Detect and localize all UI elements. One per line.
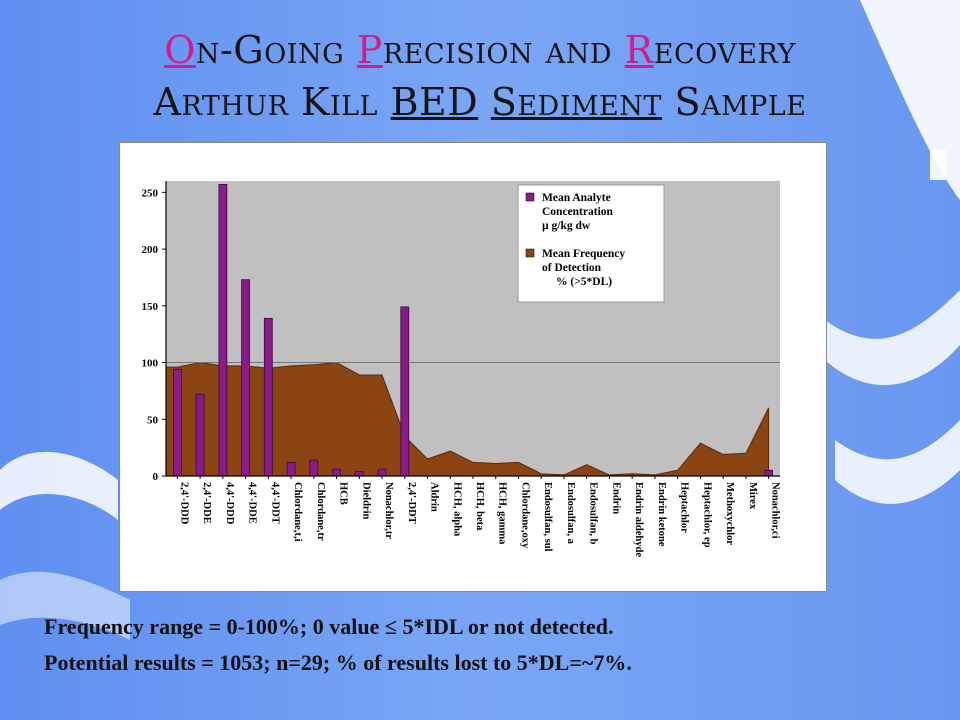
x-tick-label: 2,4'-DDT: [406, 482, 417, 524]
legend-label-bar: Concentration: [542, 206, 614, 218]
title-word-and: and: [545, 28, 613, 72]
x-tick-label: HCB: [338, 482, 349, 505]
legend-swatch-bar: [525, 192, 535, 202]
x-tick-label: 4,4'-DDE: [247, 482, 258, 524]
legend-label-area: of Detection: [542, 262, 602, 274]
caption-frequency-range: Frequency range = 0-100%; 0 value ≤ 5*ID…: [44, 614, 614, 639]
y-tick-label: 150: [142, 301, 159, 313]
x-tick-label: Mirex: [747, 482, 758, 510]
bar-6: [309, 459, 319, 477]
legend-box: [517, 184, 665, 303]
slide-title-line1: On-Going Precision and Recovery: [0, 28, 960, 72]
bar-9: [377, 468, 387, 477]
x-tick-label: Nonachlor,ci: [770, 482, 781, 539]
title-word-bed: BED: [390, 80, 479, 124]
legend-swatch-area: [525, 248, 535, 258]
bar-3: [241, 279, 250, 477]
bar-2: [218, 184, 228, 477]
x-tick-label: Heptachlor, ep: [701, 482, 712, 548]
slide-title-line2: Arthur Kill BED Sediment Sample: [0, 80, 960, 124]
x-tick-label: Endosulfan, b: [588, 482, 599, 545]
x-tick-label: Chlordane,t,i: [292, 482, 303, 542]
title-word-arthur-kill: Arthur Kill: [153, 80, 378, 124]
y-tick-label: 200: [142, 244, 159, 256]
bar-5: [286, 461, 296, 477]
x-tick-label: Endosulfan, sul: [542, 482, 553, 552]
x-tick-label: Endosulfan, a: [565, 482, 576, 545]
bar-7: [332, 468, 342, 477]
bar-26: [764, 469, 773, 477]
legend-label-area: Mean Frequency: [542, 248, 625, 260]
title-word-recovery-rest: ecovery: [653, 28, 796, 72]
x-tick-label: Methoxychlor: [724, 482, 735, 545]
title-word-precision-rest: recision: [382, 28, 534, 72]
legend-label-bar: µ g/kg dw: [542, 220, 591, 232]
bar-8: [354, 471, 364, 477]
x-tick-label: Chlordane,oxy: [520, 482, 531, 549]
y-tick-label: 0: [153, 471, 159, 483]
chart: 0 50 100 150 200 250 2,4'-DDD 2,4'-DDE 4,4'-DDD 4…: [142, 181, 781, 557]
x-tick-label: 2,4'-DDE: [201, 482, 212, 524]
x-tick-label: Nonachlor,tr: [383, 482, 394, 539]
y-tick-label: 250: [142, 187, 159, 199]
x-tick-label: HCH, gamma: [497, 482, 508, 545]
x-tick-label: Endrin: [610, 482, 621, 514]
bar-1: [195, 393, 205, 477]
x-tick-label: 4,4'-DDT: [269, 482, 280, 524]
x-tick-label: Endrin aldehyde: [633, 482, 644, 557]
title-word-sediment: Sediment: [490, 80, 662, 124]
x-tick-label: 4,4'-DDD: [224, 482, 235, 525]
x-tick-label: Dieldrin: [360, 482, 371, 519]
x-tick-label: 2,4'-DDD: [178, 482, 189, 525]
bar-10: [400, 306, 410, 477]
title-word-ongoing-rest: n-Going: [195, 28, 345, 72]
bar-0: [173, 368, 182, 477]
title-word-sample: Sample: [674, 80, 807, 124]
chart-frame: 0 50 100 150 200 250 2,4'-DDD 2,4'-DDE 4,4'-DDD 4…: [119, 142, 827, 592]
caption-potential-results: Potential results = 1053; n=29; % of res…: [44, 650, 632, 675]
bar-4: [263, 317, 273, 477]
title-letter-r: R: [624, 28, 654, 72]
title-letter-p: P: [356, 28, 383, 72]
y-tick-label: 50: [147, 414, 159, 426]
x-tick-label: HCH, beta: [474, 482, 485, 531]
x-tick-label: HCH, alpha: [451, 482, 462, 537]
x-tick-label: Chlordane,tr: [315, 482, 326, 541]
x-tick-label: Aldrin: [429, 482, 440, 512]
y-tick-label: 100: [142, 358, 159, 370]
title-letter-o: O: [164, 28, 196, 72]
x-tick-label: Endrin ketone: [656, 482, 667, 547]
legend-label-bar: Mean Analyte: [542, 192, 611, 204]
x-tick-label: Heptachlor: [679, 482, 690, 533]
legend-label-area: % (>5*DL): [556, 276, 612, 288]
